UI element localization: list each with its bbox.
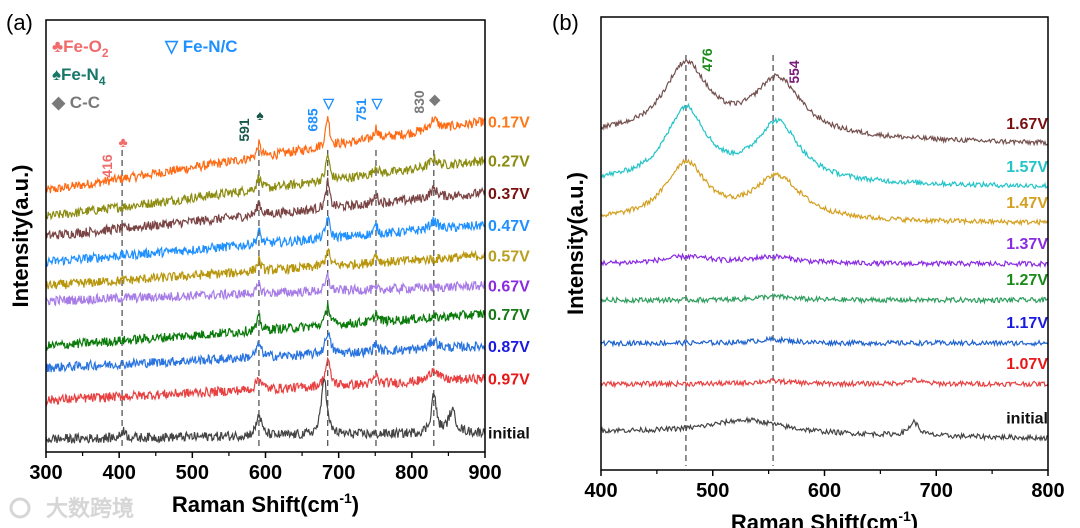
series-line-1.47V [600, 158, 1049, 227]
legend-symbol-icon: ◆ [51, 93, 66, 112]
peak-label: 591 [236, 118, 252, 142]
series-label: 0.57V [488, 248, 530, 265]
plot-frame [600, 16, 1049, 471]
y-axis-title: Intensity(a.u.) [563, 172, 588, 315]
panel-a: (a) 0.17V 0.27V 0.37V 0.47V 0.57V 0.67V 0.77V 0.… [6, 10, 530, 517]
x-axis-title-end: ) [911, 510, 918, 528]
legend-item: ◆ C-C [51, 93, 100, 112]
series-label: 1.07V [1006, 356, 1048, 373]
series-label: 0.27V [488, 153, 530, 170]
series-line-0.57V [45, 247, 486, 290]
x-tick-label: 600 [249, 462, 282, 484]
peak-symbol-icon: ♠ [256, 107, 264, 123]
panel-label: (b) [552, 10, 579, 35]
x-axis-title: Raman Shift(cm-1) [731, 508, 918, 528]
legend-text: C-C [65, 93, 100, 112]
series-label: 1.37V [1006, 236, 1048, 253]
x-tick-label: 700 [920, 480, 953, 502]
series-label: 0.47V [488, 218, 530, 235]
series-label: initial [1006, 410, 1048, 427]
x-tick-label: 700 [322, 462, 355, 484]
x-tick-label: 600 [808, 480, 841, 502]
peak-symbol-icon: ▽ [371, 95, 384, 111]
watermark-text: 大数跨境 [46, 496, 134, 522]
watermark: 大数跨境 [9, 496, 134, 522]
x-axis-title-sup: -1 [898, 508, 911, 524]
legend-symbol-icon: ▽ [164, 37, 179, 56]
legend-text: Fe-N [61, 65, 99, 84]
legend-item: ♠Fe-N4 [52, 65, 106, 88]
peak-label: 476 [699, 48, 715, 72]
series-label: 0.37V [488, 186, 530, 203]
panel-b: (b) 1.67V 1.57V 1.47V 1.37V 1.27V 1.17V 1.07V in… [552, 10, 1065, 528]
series-line-0.27V [45, 153, 486, 221]
peak-symbol-icon: ▽ [322, 95, 335, 111]
series-label: 1.57V [1006, 159, 1048, 176]
series-line-0.87V [45, 331, 486, 373]
peak-symbol-icon: ◆ [428, 91, 441, 107]
series-label: 1.67V [1006, 116, 1048, 133]
panel-label: (a) [6, 10, 33, 35]
x-axis-title-end: ) [352, 492, 359, 517]
x-tick-label: 400 [584, 480, 617, 502]
series-line-0.67V [45, 272, 486, 307]
series-line-1.57V [600, 102, 1049, 190]
series-label: initial [488, 426, 530, 443]
series-line-1.37V [600, 252, 1049, 269]
series-label: 0.97V [488, 372, 530, 389]
peak-label: 416 [99, 154, 115, 178]
series-label: 0.67V [488, 279, 530, 296]
legend-symbol-icon: ♣ [52, 37, 63, 56]
legend-subscript: 4 [99, 74, 106, 88]
series-label: 0.17V [488, 115, 530, 132]
series-line-initial [600, 416, 1049, 442]
x-tick-label: 500 [696, 480, 729, 502]
x-tick-label: 300 [29, 462, 62, 484]
x-axis-title-sup: -1 [339, 490, 352, 506]
peak-label: 830 [411, 90, 427, 114]
series-label: 0.77V [488, 307, 530, 324]
series-line-0.97V [45, 356, 486, 407]
x-tick-label: 800 [395, 462, 428, 484]
x-axis-title-main: Raman Shift(cm [731, 510, 898, 528]
series-line-0.47V [45, 214, 486, 268]
x-tick-label: 900 [468, 462, 501, 484]
peak-label: 554 [786, 60, 802, 84]
watermark-logo-icon [9, 497, 31, 519]
y-axis-title: Intensity(a.u.) [8, 164, 33, 307]
series-line-0.77V [45, 302, 486, 351]
series-label: 0.87V [488, 339, 530, 356]
peak-label: 685 [305, 108, 321, 132]
series-label: 1.47V [1006, 195, 1048, 212]
legend-subscript: 2 [102, 46, 109, 60]
peak-symbol-icon: ♣ [118, 134, 127, 150]
legend-item: ▽ Fe-N/C [164, 37, 238, 56]
x-tick-label: 400 [102, 462, 135, 484]
x-axis-title: Raman Shift(cm-1) [172, 490, 359, 517]
x-tick-label: 800 [1031, 480, 1064, 502]
series-label: 1.17V [1006, 315, 1048, 332]
series-line-0.17V [45, 115, 486, 194]
x-axis-title-main: Raman Shift(cm [172, 492, 339, 517]
series-line-initial [45, 377, 486, 444]
series-line-1.17V [600, 335, 1049, 348]
series-line-1.27V [600, 292, 1049, 305]
series-label: 1.27V [1006, 272, 1048, 289]
peak-label: 751 [353, 98, 369, 122]
x-tick-label: 500 [176, 462, 209, 484]
series-line-0.37V [45, 177, 486, 240]
series-line-1.67V [600, 59, 1049, 147]
legend-text: Fe-O [63, 37, 102, 56]
legend-text: Fe-N/C [178, 37, 238, 56]
legend-symbol-icon: ♠ [52, 65, 61, 84]
legend-item: ♣Fe-O2 [52, 37, 109, 60]
series-line-1.07V [600, 376, 1049, 389]
